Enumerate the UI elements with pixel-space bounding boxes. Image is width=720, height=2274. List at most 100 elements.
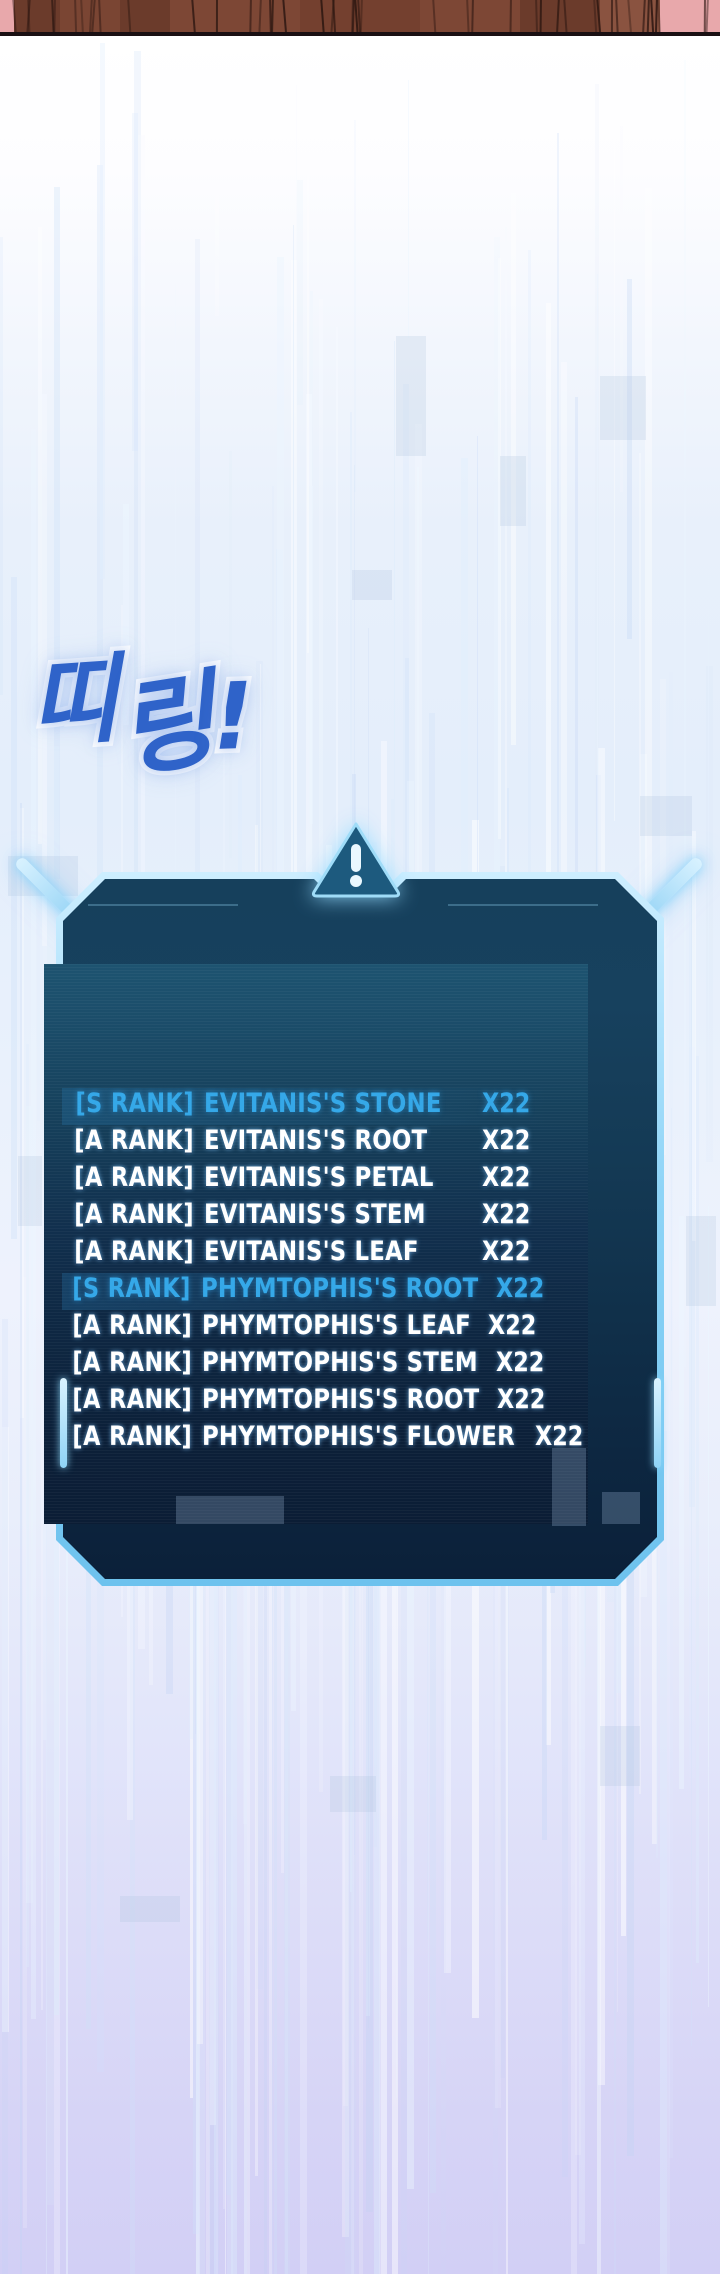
streak xyxy=(392,1116,398,2274)
streak xyxy=(579,941,585,2244)
glitch-block xyxy=(120,1896,180,1922)
streak xyxy=(244,1493,247,2274)
streak xyxy=(20,803,22,2274)
streak xyxy=(300,1456,307,2274)
item-rank: [A RANK] xyxy=(72,1421,193,1452)
hair-strand xyxy=(646,0,650,35)
streak xyxy=(2,1319,8,2274)
streak xyxy=(175,284,176,896)
streak xyxy=(401,1520,407,2274)
item-name: PHYMTOPHIS'S FLOWER xyxy=(202,1421,515,1452)
panel-glitch-block-3 xyxy=(602,1492,640,1524)
hair-strand xyxy=(535,0,539,35)
streak xyxy=(557,133,559,1189)
streak xyxy=(20,808,24,1418)
streak xyxy=(374,1439,380,2274)
streak xyxy=(430,1104,436,2193)
hair-strand xyxy=(74,0,78,35)
item-row: [A RANK] EVITANIS'S STEM X22 xyxy=(62,1199,548,1236)
streak xyxy=(123,504,129,725)
item-name: EVITANIS'S ROOT xyxy=(204,1125,428,1156)
glitch-block xyxy=(18,1156,42,1226)
item-name: PHYMTOPHIS'S STEM xyxy=(202,1347,478,1378)
streak xyxy=(206,1446,210,2274)
item-row: [S RANK] PHYMTOPHIS'S ROOT X22 xyxy=(62,1273,548,1310)
reward-item-list: [S RANK] EVITANIS'S STONE X22 [A RANK] EVITA… xyxy=(62,1088,583,1458)
streak xyxy=(37,906,40,1121)
streak xyxy=(562,1028,568,2177)
hair-strand xyxy=(432,0,437,34)
hair-strand xyxy=(705,0,709,35)
item-row: [A RANK] EVITANIS'S LEAF X22 xyxy=(62,1236,548,1273)
hair-strand xyxy=(12,0,17,34)
streak xyxy=(505,227,507,882)
hair-strand xyxy=(509,0,512,35)
item-name: EVITANIS'S LEAF xyxy=(204,1236,419,1267)
hair-strand xyxy=(271,0,274,35)
hair-strand xyxy=(249,0,252,35)
item-quantity: X22 xyxy=(495,1347,544,1378)
hair-strand xyxy=(539,0,542,35)
streak xyxy=(218,1382,219,2274)
hair-strand xyxy=(258,0,262,35)
hair-strand xyxy=(556,0,560,35)
streak xyxy=(231,1470,237,2274)
streak xyxy=(226,1252,231,2195)
streak xyxy=(366,1367,373,2212)
streak xyxy=(667,1093,670,2274)
streak xyxy=(617,1188,618,2012)
streak xyxy=(696,1056,699,1963)
streak xyxy=(229,451,232,858)
item-quantity: X22 xyxy=(482,1125,531,1156)
streak xyxy=(366,1182,370,2016)
streak xyxy=(669,672,673,2158)
glitch-block xyxy=(686,1216,716,1306)
item-quantity: X22 xyxy=(482,1088,531,1119)
streak xyxy=(38,227,42,844)
item-row: [A RANK] PHYMTOPHIS'S ROOT X22 xyxy=(62,1384,548,1421)
streak xyxy=(11,577,17,1239)
streak xyxy=(597,1368,601,2274)
streak xyxy=(210,1285,216,2125)
streak xyxy=(285,1296,288,2274)
streak xyxy=(134,51,141,1258)
item-rank: [A RANK] xyxy=(74,1125,194,1156)
tick-left xyxy=(60,1378,67,1468)
streak xyxy=(708,1206,709,2007)
item-name: PHYMTOPHIS'S ROOT xyxy=(200,1273,479,1304)
streak xyxy=(689,1047,695,1778)
streak xyxy=(417,467,419,1084)
item-row: [A RANK] PHYMTOPHIS'S STEM X22 xyxy=(62,1347,548,1384)
hair-strand xyxy=(80,0,84,35)
streak xyxy=(708,575,709,1767)
item-name: EVITANIS'S PETAL xyxy=(204,1162,434,1193)
streak xyxy=(461,458,468,1243)
glitch-block xyxy=(330,1776,376,1812)
streak xyxy=(645,188,652,949)
item-row: [S RANK] EVITANIS'S STONE X22 xyxy=(62,1088,548,1125)
item-quantity: X22 xyxy=(482,1199,531,1230)
streak xyxy=(54,1196,60,2274)
streak xyxy=(342,1184,349,2237)
streak xyxy=(227,1248,233,2274)
item-quantity: X22 xyxy=(534,1421,584,1452)
streak xyxy=(274,1166,277,2274)
hair-strand xyxy=(615,0,619,35)
glitch-block xyxy=(600,376,646,440)
streak xyxy=(97,1367,104,2072)
streak xyxy=(614,115,615,821)
streak xyxy=(684,60,686,1367)
streak xyxy=(209,1311,216,2274)
streak xyxy=(225,1329,226,2274)
streak xyxy=(132,113,138,451)
glitch-block xyxy=(600,1726,640,1786)
streak xyxy=(408,80,409,338)
hair-strand xyxy=(53,0,56,35)
streak xyxy=(429,713,435,1006)
panel-screen xyxy=(44,964,588,1524)
item-rank: [S RANK] xyxy=(72,1273,191,1304)
glitch-block xyxy=(352,570,392,600)
panel-glitch-block-2 xyxy=(552,1448,586,1526)
streak xyxy=(627,279,632,639)
item-quantity: X22 xyxy=(497,1384,546,1415)
